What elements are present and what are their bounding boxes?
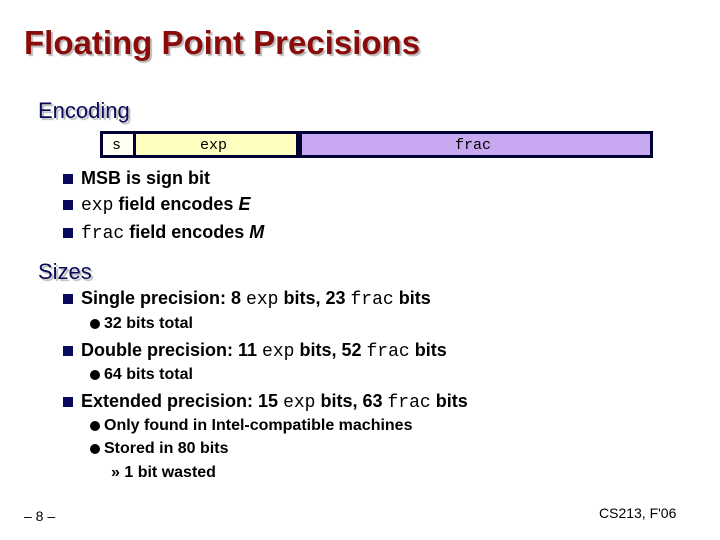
bullet-square-icon bbox=[63, 397, 73, 407]
bullet-square-icon bbox=[63, 200, 73, 210]
exp-field-box: exp bbox=[133, 131, 299, 158]
double-precision-line: Double precision: 11 exp bits, 52 frac b… bbox=[81, 340, 447, 362]
bullet-square-icon bbox=[63, 346, 73, 356]
bullet-dot-icon bbox=[90, 444, 100, 454]
frac-field-box: frac bbox=[299, 131, 653, 158]
encoding-bullet-exp: exp field encodes E bbox=[81, 194, 251, 216]
frac-field-label: frac bbox=[455, 137, 492, 154]
encoding-bullet-msb: MSB is sign bit bbox=[81, 168, 211, 188]
extended-precision-line: Extended precision: 15 exp bits, 63 frac… bbox=[81, 391, 468, 413]
encoding-bullet-frac: frac field encodes M bbox=[81, 222, 265, 244]
encoding-heading: Encoding bbox=[38, 98, 130, 123]
double-precision-total: 64 bits total bbox=[104, 366, 193, 383]
chevron-double-right-icon: » bbox=[111, 464, 120, 481]
bullet-dot-icon bbox=[90, 319, 100, 329]
bullet-square-icon bbox=[63, 294, 73, 304]
exp-field-label: exp bbox=[200, 137, 228, 154]
single-precision-total: 32 bits total bbox=[104, 315, 193, 332]
extended-wasted-note: » 1 bit wasted bbox=[111, 464, 216, 481]
sign-field-label: s bbox=[112, 137, 122, 154]
page-title: Floating Point Precisions bbox=[24, 24, 421, 61]
page-number: – 8 – bbox=[24, 508, 56, 524]
extended-80bit-note: Stored in 80 bits bbox=[104, 440, 229, 457]
course-label: CS213, F'06 bbox=[599, 505, 677, 521]
extended-intel-note: Only found in Intel-compatible machines bbox=[104, 417, 413, 434]
bullet-square-icon bbox=[63, 174, 73, 184]
bullet-dot-icon bbox=[90, 370, 100, 380]
bullet-dot-icon bbox=[90, 421, 100, 431]
single-precision-line: Single precision: 8 exp bits, 23 frac bi… bbox=[81, 288, 431, 310]
sign-field-box: s bbox=[100, 131, 136, 158]
sizes-heading: Sizes bbox=[38, 259, 92, 284]
bullet-square-icon bbox=[63, 228, 73, 238]
